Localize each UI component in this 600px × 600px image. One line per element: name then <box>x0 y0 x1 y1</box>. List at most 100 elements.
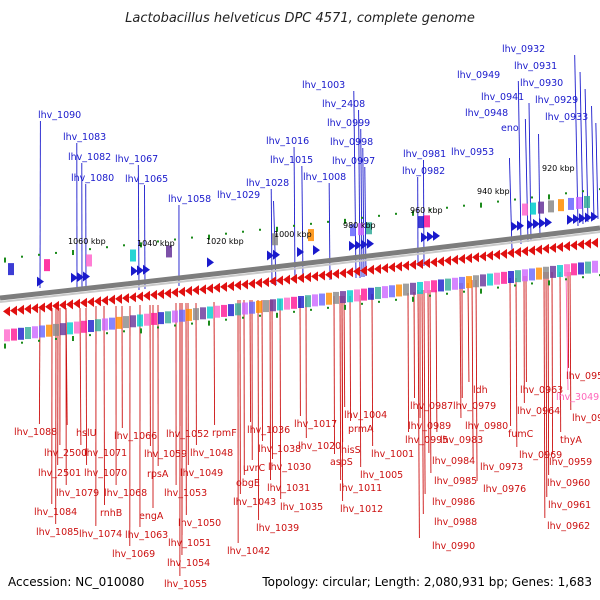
reverse-gene-arrow <box>136 291 143 302</box>
lower-tick <box>293 310 295 313</box>
reverse-gene-arrow <box>423 258 430 269</box>
reverse-gene-arrow <box>45 301 52 312</box>
lower-feature-block <box>410 282 416 295</box>
lower-feature-block <box>543 266 549 279</box>
upper-gene-label: lhv_1058 <box>168 194 211 205</box>
lower-feature-block <box>81 320 87 333</box>
forward-gene-arrow <box>579 213 586 224</box>
upper-feature-block <box>538 201 544 214</box>
map-title: Lactobacillus helveticus DPC 4571, compl… <box>125 11 475 26</box>
upper-feature-block <box>530 202 536 215</box>
upper-gene-label: lhv_0949 <box>457 70 500 81</box>
upper-tick <box>4 257 6 263</box>
lower-gene-label: lhv_0976 <box>483 484 526 495</box>
lower-feature-block <box>298 296 304 308</box>
lower-gene-label: lhv_2500 <box>44 448 87 459</box>
lower-feature-block <box>522 269 528 282</box>
lower-leader-line <box>423 289 426 495</box>
scale-label-980: 980 kbp <box>343 221 376 230</box>
lower-tick <box>140 328 142 334</box>
lower-leader-line <box>85 307 88 466</box>
lower-feature-block <box>88 320 94 333</box>
lower-gene-label: lhv_0983 <box>440 435 483 446</box>
lower-feature-block <box>571 263 577 276</box>
lower-gene-track <box>3 237 598 342</box>
lower-feature-block <box>53 323 59 336</box>
upper-gene-label: lhv_0931 <box>514 61 557 72</box>
reverse-gene-arrow <box>528 245 535 256</box>
lower-gene-label: lhv_1052 <box>166 429 209 440</box>
accession-text: Accession: NC_010080 <box>8 575 144 589</box>
lower-feature-block <box>270 299 276 312</box>
upper-gene-label: lhv_0948 <box>465 108 508 119</box>
lower-tick <box>157 326 159 329</box>
lower-feature-block <box>291 296 297 309</box>
lower-gene-label: lhv_0952 <box>566 371 600 382</box>
upper-gene-label: eno <box>501 123 519 134</box>
lower-tick <box>276 312 278 318</box>
lower-gene-label: lhv_1063 <box>125 530 168 541</box>
lower-tick <box>174 324 176 327</box>
lower-gene-label: lhv_1004 <box>344 410 387 421</box>
reverse-gene-arrow <box>388 262 395 273</box>
lower-tick <box>55 337 57 340</box>
upper-tick <box>378 214 380 217</box>
reverse-gene-arrow <box>234 280 241 291</box>
lower-feature-block <box>515 270 521 283</box>
lower-feature-block <box>417 281 423 294</box>
scale-label-920: 920 kbp <box>542 164 575 173</box>
lower-feature-block <box>60 323 66 336</box>
lower-feature-block <box>333 291 339 304</box>
lower-feature-block <box>151 312 157 325</box>
lower-leader-line <box>543 271 546 519</box>
upper-feature-block <box>308 229 314 242</box>
reverse-gene-arrow <box>465 253 472 264</box>
lower-gene-label: lhv_1053 <box>164 488 207 499</box>
reverse-gene-arrow <box>360 265 367 276</box>
lower-gene-label: lhv_1088 <box>14 427 57 438</box>
lower-feature-block <box>277 298 283 311</box>
reverse-gene-arrow <box>535 244 542 255</box>
forward-gene-arrow <box>297 247 304 257</box>
upper-feature-block <box>522 203 528 216</box>
reverse-gene-arrow <box>59 300 66 311</box>
lower-feature-block <box>67 322 73 335</box>
reverse-gene-arrow <box>220 281 227 292</box>
upper-gene-label: lhv_1090 <box>38 110 81 121</box>
lower-tick <box>395 298 397 301</box>
lower-tick <box>497 286 499 289</box>
lower-leader-line <box>269 299 271 481</box>
upper-tick <box>259 228 261 231</box>
reverse-gene-arrow <box>199 284 206 295</box>
lower-feature-block <box>18 327 24 340</box>
lower-gene-label: lhv_1017 <box>294 419 337 430</box>
lower-gene-label: lhv_1035 <box>280 502 323 513</box>
lower-gene-label: lhv_1005 <box>360 470 403 481</box>
lower-feature-block <box>340 291 346 304</box>
lower-feature-block <box>109 317 115 330</box>
reverse-gene-arrow <box>290 273 297 284</box>
reverse-gene-arrow <box>577 239 584 250</box>
lower-feature-block <box>102 318 108 331</box>
upper-leader-line <box>517 80 522 245</box>
lower-feature-block <box>74 321 80 334</box>
lower-feature-block <box>347 290 353 303</box>
upper-tick <box>361 216 363 219</box>
upper-feature-block <box>44 259 50 272</box>
forward-gene-arrow <box>71 272 78 283</box>
upper-tick <box>191 236 193 239</box>
lower-feature-block <box>466 276 472 289</box>
upper-gene-label: lhv_0953 <box>451 147 494 158</box>
lower-leader-line <box>559 271 562 433</box>
reverse-gene-arrow <box>269 276 276 287</box>
lower-leader-line <box>417 289 420 539</box>
lower-gene-label: lhv_1030 <box>268 462 311 473</box>
reverse-gene-arrow <box>402 260 409 271</box>
reverse-gene-arrow <box>206 283 213 294</box>
lower-feature-block <box>25 327 31 340</box>
lower-feature-block <box>326 292 332 305</box>
lower-feature-block <box>375 286 381 299</box>
lower-gene-label: lhv_0963 <box>520 385 563 396</box>
lower-leader-line <box>371 293 374 447</box>
upper-tick <box>480 202 482 208</box>
